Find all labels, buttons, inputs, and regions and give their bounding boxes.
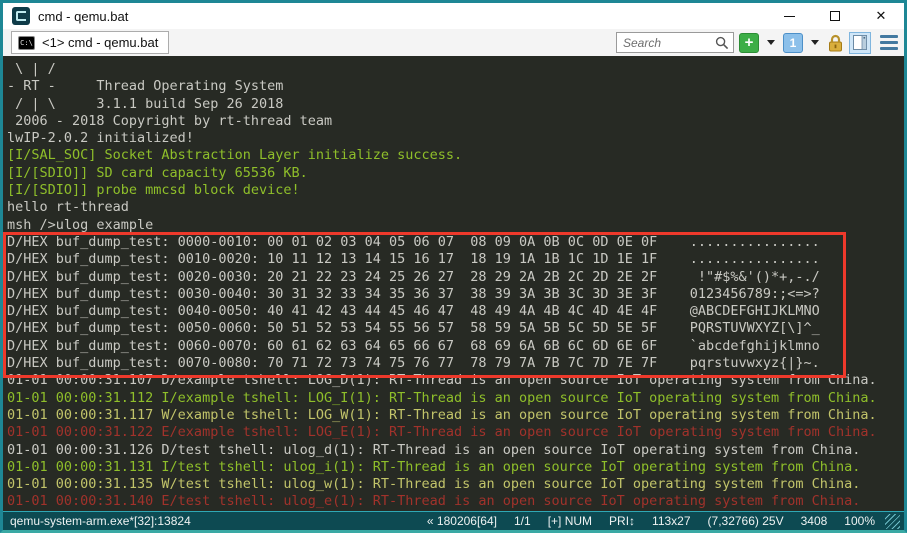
terminal-line: D/HEX buf_dump_test: 0050-0060: 50 51 52… bbox=[7, 320, 820, 337]
terminal-line: D/HEX buf_dump_test: 0000-0010: 00 01 02… bbox=[7, 233, 820, 250]
terminal-line: \ | / bbox=[7, 61, 56, 77]
terminal-line: / | \ 3.1.1 build Sep 26 2018 bbox=[7, 95, 284, 112]
terminal-line: 01-01 00:00:31.122 E/example tshell: LOG… bbox=[7, 424, 877, 441]
console-tab-label: <1> cmd - qemu.bat bbox=[42, 35, 159, 50]
terminal-line: [I/SAL_SOC] Socket Abstraction Layer ini… bbox=[7, 147, 463, 164]
terminal-line: 01-01 00:00:31.126 D/test tshell: ulog_d… bbox=[7, 441, 861, 458]
status-item: 1/1 bbox=[514, 514, 531, 528]
conemu-app-icon bbox=[12, 7, 30, 25]
status-item: (7,32766) 25V bbox=[707, 514, 784, 528]
panes-icon bbox=[853, 35, 867, 50]
terminal-line: msh />ulog example bbox=[7, 216, 154, 233]
title-bar: cmd - qemu.bat ✕ bbox=[3, 3, 904, 29]
terminal-line: [I/[SDIO]] probe mmcsd block device! bbox=[7, 182, 300, 199]
terminal-line: D/HEX buf_dump_test: 0030-0040: 30 31 32… bbox=[7, 285, 820, 302]
terminal-line: 01-01 00:00:31.140 E/test tshell: ulog_e… bbox=[7, 493, 861, 510]
terminal-line: 01-01 00:00:31.135 W/test tshell: ulog_w… bbox=[7, 476, 861, 493]
lock-icon[interactable] bbox=[827, 34, 844, 52]
status-item: 113x27 bbox=[652, 514, 691, 528]
status-item: [+] NUM bbox=[547, 514, 593, 528]
status-item: PRI↕ bbox=[609, 514, 636, 528]
terminal-area[interactable]: \ | / - RT - Thread Operating System / | … bbox=[3, 56, 904, 511]
maximize-button[interactable] bbox=[812, 3, 858, 29]
minimize-button[interactable] bbox=[766, 3, 812, 29]
search-input[interactable] bbox=[623, 35, 715, 50]
search-box bbox=[616, 32, 734, 53]
close-icon: ✕ bbox=[875, 8, 887, 23]
minimize-icon bbox=[783, 15, 795, 17]
console-tab[interactable]: C:\ <1> cmd - qemu.bat bbox=[11, 31, 170, 54]
status-items: « 180206[64] 1/1 [+] NUM PRI↕ 113x27 (7,32766… bbox=[427, 514, 875, 528]
active-console-button[interactable]: 1 bbox=[783, 32, 803, 53]
terminal-line: D/HEX buf_dump_test: 0020-0030: 20 21 22… bbox=[7, 268, 820, 285]
terminal-line: 01-01 00:00:31.117 W/example tshell: LOG… bbox=[7, 406, 877, 423]
terminal-line: 2006 - 2018 Copyright by rt-thread team bbox=[7, 112, 333, 129]
resize-grip-icon[interactable] bbox=[885, 513, 900, 529]
terminal-output: \ | / - RT - Thread Operating System / | … bbox=[7, 61, 904, 511]
status-item: 3408 bbox=[800, 514, 828, 528]
search-icon[interactable] bbox=[715, 36, 729, 50]
new-console-dropdown-icon[interactable] bbox=[767, 40, 775, 45]
tab-bar: C:\ <1> cmd - qemu.bat + 1 bbox=[3, 29, 904, 56]
cmd-icon: C:\ bbox=[18, 35, 35, 50]
terminal-line: 01-01 00:00:31.107 D/example tshell: LOG… bbox=[7, 372, 877, 389]
terminal-line: D/HEX buf_dump_test: 0070-0080: 70 71 72… bbox=[7, 355, 820, 372]
terminal-line: 01-01 00:00:31.131 I/test tshell: ulog_i… bbox=[7, 458, 861, 475]
view-panes-button[interactable] bbox=[849, 31, 871, 54]
window-title: cmd - qemu.bat bbox=[38, 8, 129, 24]
terminal-line: lwIP-2.0.2 initialized! bbox=[7, 130, 194, 147]
terminal-line: D/HEX buf_dump_test: 0010-0020: 10 11 12… bbox=[7, 251, 820, 268]
process-info: qemu-system-arm.exe*[32]:13824 bbox=[10, 514, 191, 528]
main-menu-icon[interactable] bbox=[880, 35, 898, 50]
terminal-line: - RT - Thread Operating System bbox=[7, 78, 284, 95]
terminal-line: D/HEX buf_dump_test: 0060-0070: 60 61 62… bbox=[7, 337, 820, 354]
terminal-line: hello rt-thread bbox=[7, 199, 129, 216]
status-item: « 180206[64] bbox=[426, 514, 497, 528]
terminal-line: [I/[SDIO]] SD card capacity 65536 KB. bbox=[7, 164, 308, 181]
console-list-dropdown-icon[interactable] bbox=[811, 40, 819, 45]
close-button[interactable]: ✕ bbox=[858, 3, 904, 29]
terminal-line: D/HEX buf_dump_test: 0040-0050: 40 41 42… bbox=[7, 303, 820, 320]
new-console-button[interactable]: + bbox=[739, 32, 759, 53]
maximize-icon bbox=[830, 11, 840, 21]
status-bar: qemu-system-arm.exe*[32]:13824 « 180206[… bbox=[3, 511, 904, 530]
status-item: 100% bbox=[844, 514, 875, 528]
terminal-line: 01-01 00:00:31.112 I/example tshell: LOG… bbox=[7, 389, 877, 406]
